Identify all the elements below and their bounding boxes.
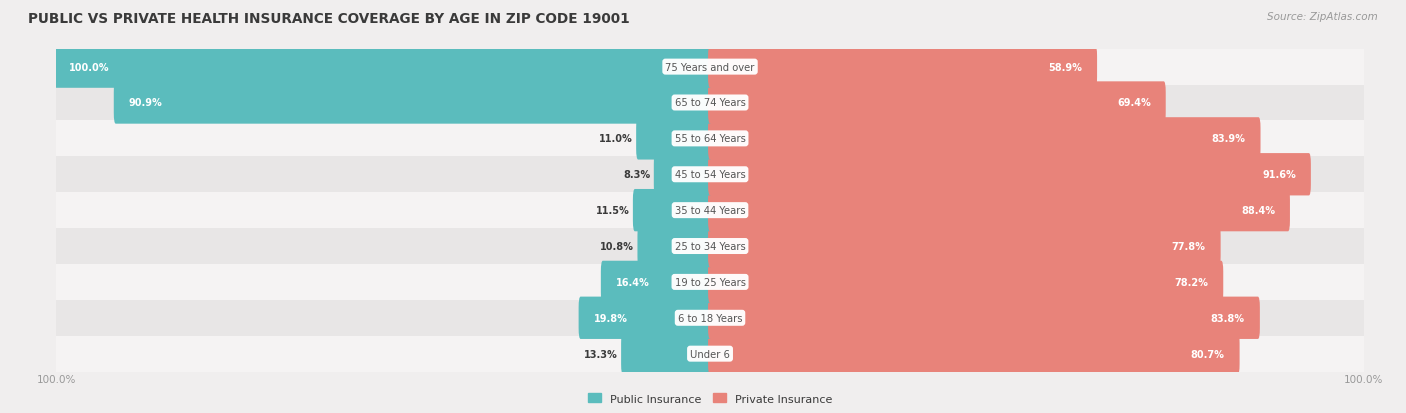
Text: 25 to 34 Years: 25 to 34 Years (675, 242, 745, 252)
FancyBboxPatch shape (633, 190, 711, 232)
Bar (56, 50, 1364, 85)
Text: 80.7%: 80.7% (1191, 349, 1225, 359)
Text: 16.4%: 16.4% (616, 277, 650, 287)
Text: 75 Years and over: 75 Years and over (665, 62, 755, 72)
Bar (56, 336, 1364, 372)
Text: 100.0%: 100.0% (69, 62, 110, 72)
Text: 11.0%: 11.0% (599, 134, 633, 144)
FancyBboxPatch shape (709, 261, 1223, 303)
Text: PUBLIC VS PRIVATE HEALTH INSURANCE COVERAGE BY AGE IN ZIP CODE 19001: PUBLIC VS PRIVATE HEALTH INSURANCE COVER… (28, 12, 630, 26)
FancyBboxPatch shape (709, 154, 1310, 196)
Text: 88.4%: 88.4% (1241, 206, 1275, 216)
Text: 19 to 25 Years: 19 to 25 Years (675, 277, 745, 287)
FancyBboxPatch shape (709, 82, 1166, 124)
Bar (56, 228, 1364, 264)
FancyBboxPatch shape (709, 297, 1260, 339)
FancyBboxPatch shape (709, 46, 1097, 88)
Text: 91.6%: 91.6% (1263, 170, 1296, 180)
Text: 83.8%: 83.8% (1211, 313, 1244, 323)
Text: Under 6: Under 6 (690, 349, 730, 359)
Bar (56, 300, 1364, 336)
Text: Source: ZipAtlas.com: Source: ZipAtlas.com (1267, 12, 1378, 22)
Text: 58.9%: 58.9% (1047, 62, 1083, 72)
Text: 65 to 74 Years: 65 to 74 Years (675, 98, 745, 108)
Bar (56, 121, 1364, 157)
Text: 35 to 44 Years: 35 to 44 Years (675, 206, 745, 216)
Text: 55 to 64 Years: 55 to 64 Years (675, 134, 745, 144)
FancyBboxPatch shape (709, 118, 1261, 160)
Text: 19.8%: 19.8% (593, 313, 627, 323)
Text: 45 to 54 Years: 45 to 54 Years (675, 170, 745, 180)
FancyBboxPatch shape (709, 190, 1289, 232)
FancyBboxPatch shape (55, 46, 711, 88)
Legend: Public Insurance, Private Insurance: Public Insurance, Private Insurance (583, 389, 837, 408)
Bar (56, 264, 1364, 300)
Text: 6 to 18 Years: 6 to 18 Years (678, 313, 742, 323)
Text: 8.3%: 8.3% (623, 170, 651, 180)
Text: 90.9%: 90.9% (129, 98, 163, 108)
Bar (56, 85, 1364, 121)
FancyBboxPatch shape (637, 225, 711, 268)
FancyBboxPatch shape (709, 333, 1240, 375)
Text: 11.5%: 11.5% (596, 206, 630, 216)
Text: 78.2%: 78.2% (1174, 277, 1208, 287)
Text: 10.8%: 10.8% (600, 242, 634, 252)
Text: 69.4%: 69.4% (1116, 98, 1150, 108)
FancyBboxPatch shape (114, 82, 711, 124)
Bar (56, 157, 1364, 193)
FancyBboxPatch shape (636, 118, 711, 160)
Bar (56, 193, 1364, 228)
Text: 77.8%: 77.8% (1171, 242, 1205, 252)
FancyBboxPatch shape (579, 297, 711, 339)
FancyBboxPatch shape (600, 261, 711, 303)
FancyBboxPatch shape (621, 333, 711, 375)
FancyBboxPatch shape (654, 154, 711, 196)
Text: 13.3%: 13.3% (583, 349, 617, 359)
FancyBboxPatch shape (709, 225, 1220, 268)
Text: 83.9%: 83.9% (1212, 134, 1246, 144)
